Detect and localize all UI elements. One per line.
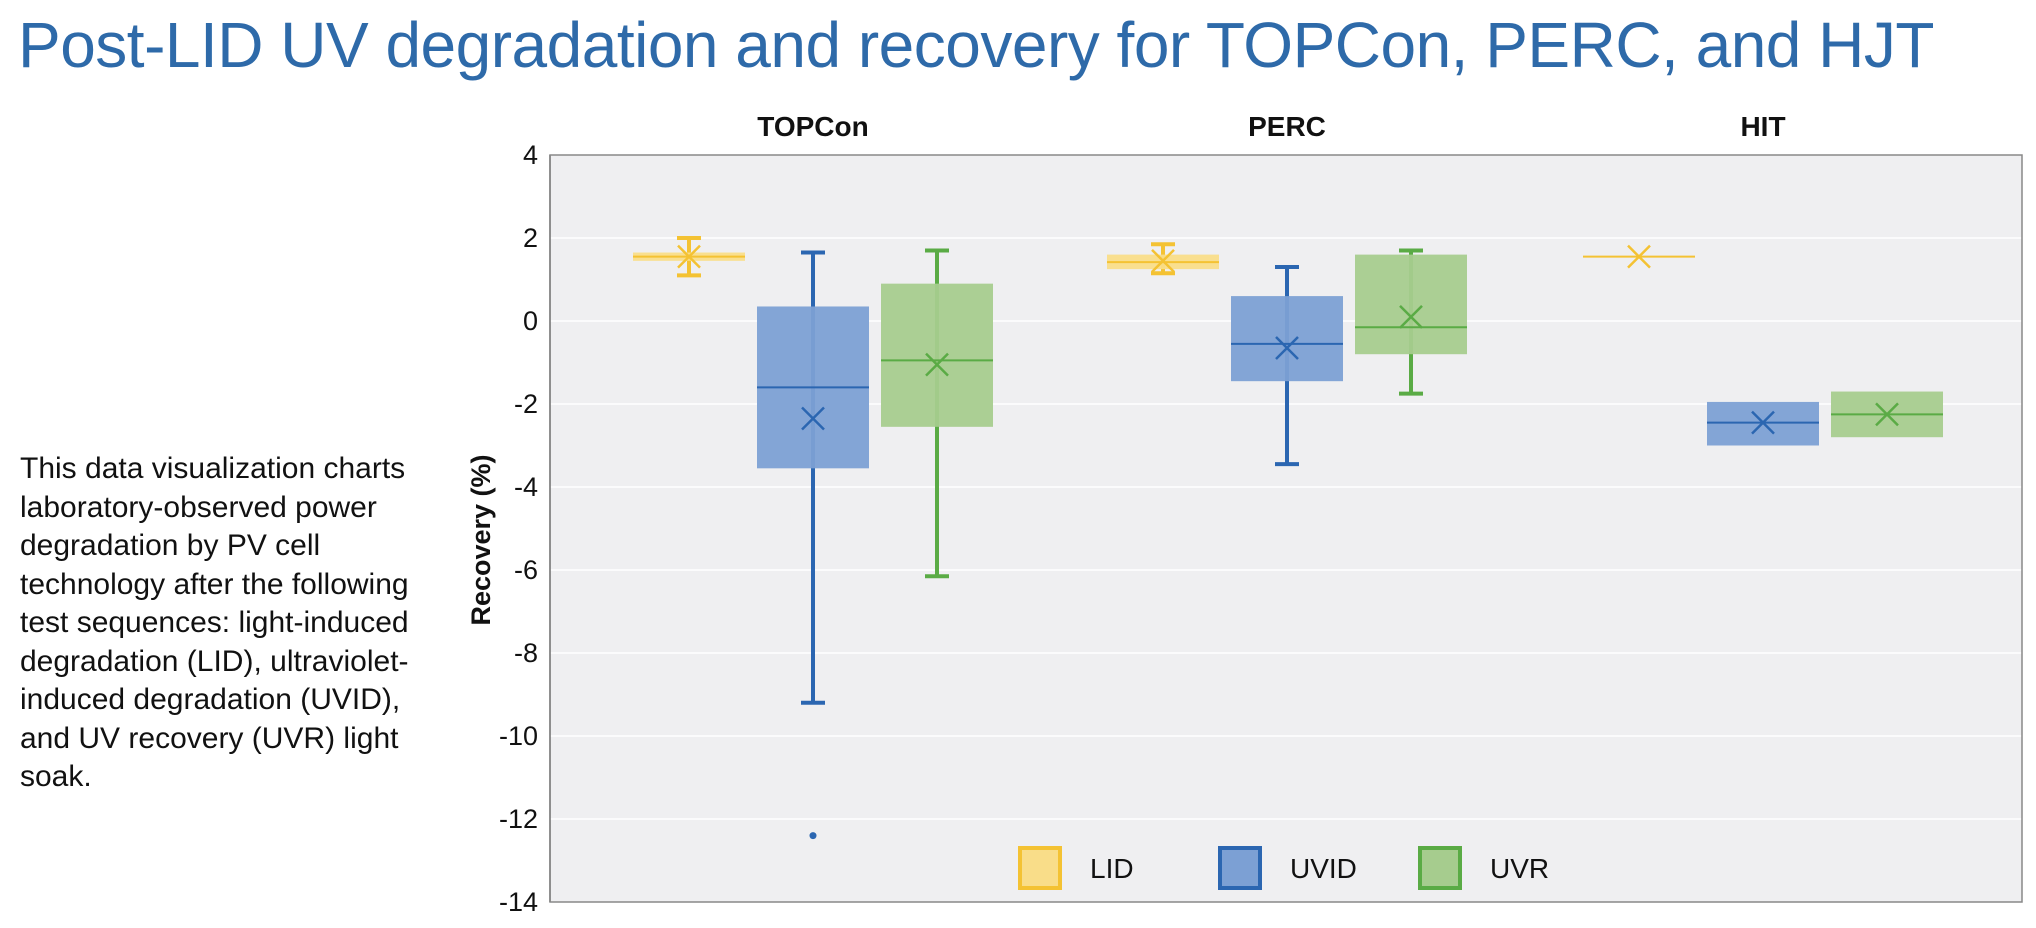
legend-label: LID	[1090, 853, 1134, 884]
box-lid-topcon	[633, 236, 745, 278]
box-iqr	[1231, 296, 1343, 382]
group-label: HIT	[1740, 111, 1785, 142]
legend-swatch	[1018, 846, 1062, 890]
mean-marker	[925, 352, 949, 377]
y-tick-label: -2	[514, 389, 538, 419]
box-iqr	[1355, 254, 1467, 355]
box-uvid-perc	[1231, 265, 1343, 467]
box-uvr-topcon	[881, 248, 993, 579]
y-axis-ticks: 4 2 0 -2 -4 -6 -8 -10 -12 -14	[499, 140, 538, 917]
legend-item-lid: LID	[1018, 846, 1134, 890]
y-axis-label: Recovery (%)	[466, 454, 496, 625]
mean-marker	[1399, 304, 1423, 329]
box-uvr-perc	[1355, 248, 1467, 396]
y-tick-label: -4	[514, 472, 538, 502]
y-tick-label: -6	[514, 555, 538, 585]
y-tick-label: -14	[499, 887, 538, 917]
legend-swatch	[1418, 846, 1462, 890]
gridlines	[550, 237, 2022, 820]
y-tick-label: -12	[499, 804, 538, 834]
box-iqr	[881, 283, 993, 427]
mean-marker	[1875, 402, 1899, 427]
mean-marker	[801, 406, 825, 431]
chart-description: This data visualization charts laborator…	[20, 452, 409, 793]
mean-marker	[1751, 410, 1775, 435]
legend-label: UVID	[1290, 853, 1357, 884]
y-tick-label: 2	[523, 223, 538, 253]
legend-swatch	[1218, 846, 1262, 890]
mean-marker	[1627, 244, 1651, 269]
box-uvid-hit	[1707, 401, 1819, 446]
box-uvid-topcon	[757, 250, 869, 840]
box-series	[633, 236, 1943, 840]
plot-frame	[549, 154, 2023, 903]
box-uvr-hit	[1831, 391, 1943, 438]
y-tick-label: 4	[523, 140, 538, 170]
y-tick-label: 0	[523, 306, 538, 336]
box-lid-perc	[1107, 242, 1219, 276]
mean-marker	[677, 244, 701, 269]
legend-item-uvr: UVR	[1418, 846, 1549, 890]
group-label: PERC	[1248, 111, 1326, 142]
box-lid-hit	[1583, 244, 1695, 269]
legend-item-uvid: UVID	[1218, 846, 1357, 890]
mean-marker	[1151, 248, 1175, 273]
page-title: Post-LID UV degradation and recovery for…	[18, 9, 1934, 81]
y-tick-label: -10	[499, 721, 538, 751]
legend: LID UVID UVR	[1018, 846, 1549, 890]
outlier-point	[809, 832, 817, 840]
group-labels: TOPCon PERC HIT	[757, 111, 1785, 142]
mean-marker	[1275, 336, 1299, 360]
group-label: TOPCon	[757, 111, 868, 142]
y-tick-label: -8	[514, 638, 538, 668]
legend-label: UVR	[1490, 853, 1549, 884]
